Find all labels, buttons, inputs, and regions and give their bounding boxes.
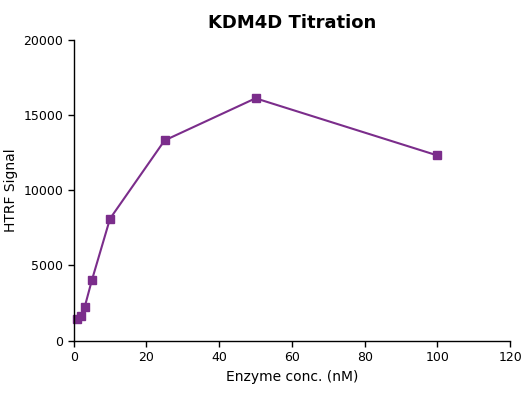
Y-axis label: HTRF Signal: HTRF Signal bbox=[4, 148, 18, 232]
X-axis label: Enzyme conc. (nM): Enzyme conc. (nM) bbox=[226, 369, 358, 384]
Title: KDM4D Titration: KDM4D Titration bbox=[208, 15, 376, 32]
